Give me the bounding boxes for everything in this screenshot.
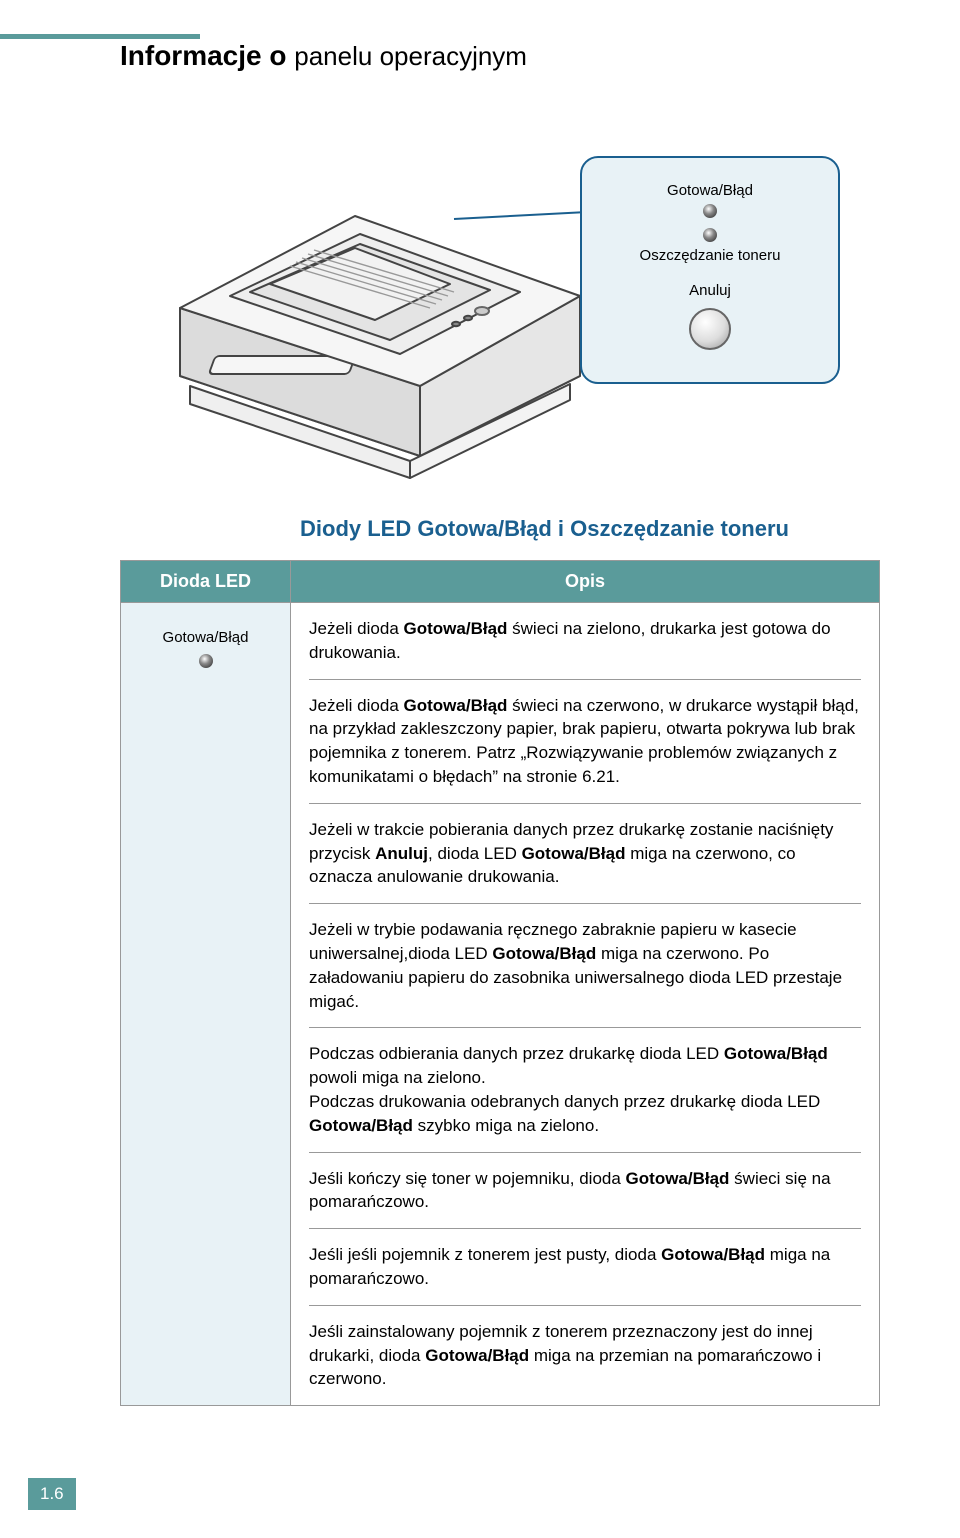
led-icon [199,654,213,668]
led-icon [703,204,717,218]
printer-illustration: Gotowa/Błąd Oszczędzanie toneru Anuluj [120,96,880,496]
table-header-desc: Opis [291,561,880,603]
callout-label-ready: Gotowa/Błąd [667,182,753,199]
top-accent-bar [0,34,200,39]
page-number: 1.6 [28,1478,76,1510]
description-cell: Jeżeli dioda Gotowa/Błąd świeci na zielo… [291,603,880,1406]
table-header-led: Dioda LED [121,561,291,603]
callout-label-toner: Oszczędzanie toneru [640,247,781,264]
control-panel-callout: Gotowa/Błąd Oszczędzanie toneru Anuluj [580,156,840,384]
description-text: Jeśli jeśli pojemnik z tonerem jest pust… [309,1229,861,1306]
led-icon [703,228,717,242]
description-text: Jeżeli dioda Gotowa/Błąd świeci na czerw… [309,679,861,803]
description-text: Jeśli kończy się toner w pojemniku, diod… [309,1152,861,1229]
description-row: Jeśli kończy się toner w pojemniku, diod… [309,1152,861,1229]
section-title: Diody LED Gotowa/Błąd i Oszczędzanie ton… [120,516,880,542]
title-light: panelu operacyjnym [294,41,527,71]
cancel-button-icon [689,308,731,350]
callout-led-toner: Oszczędzanie toneru [600,228,820,264]
led-column-cell: Gotowa/Błąd [121,603,291,1406]
page-title: Informacje o panelu operacyjnym [120,40,880,72]
description-text: Jeśli zainstalowany pojemnik z tonerem p… [309,1305,861,1391]
page-container: Informacje o panelu operacyjnym [0,0,960,1538]
description-text: Jeżeli w trybie podawania ręcznego zabra… [309,904,861,1028]
description-text: Podczas odbierania danych przez drukarkę… [309,1028,861,1152]
led-cell-label: Gotowa/Błąd [163,627,249,648]
title-bold: Informacje o [120,40,286,71]
printer-icon [120,96,620,496]
callout-label-cancel: Anuluj [689,282,731,299]
table-header-row: Dioda LED Opis [121,561,880,603]
description-row: Jeśli zainstalowany pojemnik z tonerem p… [309,1305,861,1391]
led-info-table: Dioda LED Opis Gotowa/Błąd Jeżeli dioda … [120,560,880,1406]
description-text: Jeżeli w trakcie pobierania danych przez… [309,803,861,903]
description-row: Jeżeli dioda Gotowa/Błąd świeci na czerw… [309,679,861,803]
callout-led-ready: Gotowa/Błąd [600,182,820,218]
description-row: Jeżeli w trybie podawania ręcznego zabra… [309,904,861,1028]
description-row: Jeśli jeśli pojemnik z tonerem jest pust… [309,1229,861,1306]
table-row: Gotowa/Błąd Jeżeli dioda Gotowa/Błąd świ… [121,603,880,1406]
description-list: Jeżeli dioda Gotowa/Błąd świeci na zielo… [309,617,861,1391]
description-row: Jeżeli w trakcie pobierania danych przez… [309,803,861,903]
description-text: Jeżeli dioda Gotowa/Błąd świeci na zielo… [309,617,861,679]
description-row: Jeżeli dioda Gotowa/Błąd świeci na zielo… [309,617,861,679]
callout-cancel: Anuluj [600,282,820,350]
description-row: Podczas odbierania danych przez drukarkę… [309,1028,861,1152]
